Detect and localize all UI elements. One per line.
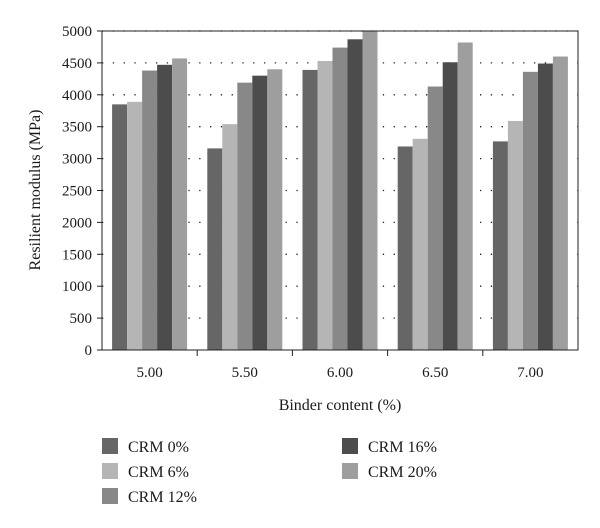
y-tick-label-5000: 5000 [62, 24, 92, 40]
legend-label-2: CRM 12% [128, 489, 197, 506]
bar-5.00-crm-12- [142, 70, 158, 350]
x-tick-label-6.00: 6.00 [327, 365, 353, 381]
x-tick-label-6.50: 6.50 [422, 365, 448, 381]
y-tick-label-2500: 2500 [62, 184, 92, 200]
legend-swatch-3 [342, 438, 358, 454]
bar-5.00-crm-16- [157, 64, 173, 351]
y-tick-label-1500: 1500 [62, 247, 92, 263]
bar-5.50-crm-0- [207, 148, 223, 350]
y-axis-title: Resilient modulus (MPa) [27, 110, 44, 271]
bar-7.00-crm-20- [552, 56, 568, 351]
legend-label-1: CRM 6% [128, 464, 189, 481]
bar-6.50-crm-12- [427, 86, 443, 351]
x-tick-label-5.00: 5.00 [136, 365, 162, 381]
bar-7.00-crm-16- [537, 63, 553, 351]
bar-6.00-crm-20- [362, 31, 378, 350]
legend: CRM 0% CRM 6% CRM 12% CRM 16% CRM 20% [102, 438, 437, 506]
x-tick-label-5.50: 5.50 [232, 365, 258, 381]
bars [112, 31, 568, 351]
bar-6.00-crm-12- [332, 47, 348, 350]
bar-5.50-crm-16- [252, 75, 268, 350]
bar-7.00-crm-6- [507, 120, 523, 350]
x-axis-title: Binder content (%) [279, 397, 402, 414]
y-tick-label-3500: 3500 [62, 120, 92, 136]
y-tick-label-500: 500 [70, 311, 93, 327]
bar-6.50-crm-16- [442, 62, 458, 351]
bar-6.00-crm-16- [347, 39, 363, 350]
bar-6.50-crm-0- [397, 146, 413, 350]
bar-5.00-crm-6- [127, 101, 143, 351]
bar-6.50-crm-20- [457, 42, 473, 350]
bar-5.50-crm-6- [222, 124, 238, 350]
bar-5.00-crm-20- [172, 58, 188, 351]
legend-label-3: CRM 16% [368, 439, 437, 456]
bar-6.00-crm-6- [317, 60, 333, 351]
bar-6.50-crm-6- [412, 138, 428, 350]
y-tick-label-2000: 2000 [62, 215, 92, 231]
bar-7.00-crm-0- [492, 141, 508, 350]
legend-label-4: CRM 20% [368, 464, 437, 481]
legend-swatch-0 [102, 438, 118, 454]
legend-swatch-1 [102, 463, 118, 479]
legend-label-0: CRM 0% [128, 439, 189, 456]
y-tick-label-0: 0 [85, 343, 93, 359]
y-tick-label-3000: 3000 [62, 152, 92, 168]
plot-frame [101, 30, 579, 351]
y-tick-label-1000: 1000 [62, 279, 92, 295]
bar-5.50-crm-12- [237, 82, 253, 350]
bar-6.00-crm-0- [302, 69, 318, 350]
axes: 0 500 1000 1500 2000 2500 3000 3500 4000 4500 5000… [62, 24, 579, 381]
bar-5.00-crm-0- [112, 104, 128, 351]
legend-swatch-2 [102, 488, 118, 504]
y-tick-label-4500: 4500 [62, 56, 92, 72]
y-tick-label-4000: 4000 [62, 88, 92, 104]
legend-swatch-4 [342, 463, 358, 479]
bar-7.00-crm-12- [522, 71, 538, 350]
x-tick-label-7.00: 7.00 [517, 365, 543, 381]
bar-5.50-crm-20- [267, 69, 283, 350]
